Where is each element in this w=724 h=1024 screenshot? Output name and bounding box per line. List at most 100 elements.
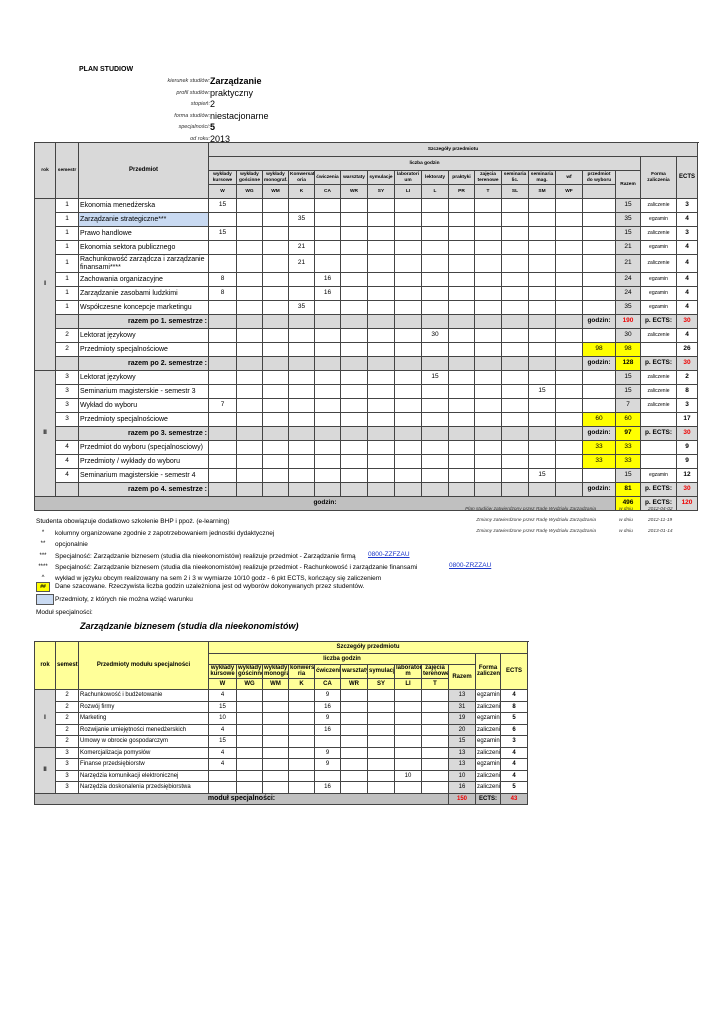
approval-text: Zmiany zatwierdzone przez Radę Wydziału … [476,518,596,523]
hours-cell: 15 [208,226,237,241]
hours-cell [262,468,289,483]
hours-cell [394,212,422,227]
hours-cell [288,454,315,469]
summary-sem [55,482,79,497]
summary-hours: 190 [615,314,641,329]
course-row: 1 Prawo handlowe 15 15 zaliczenie 3 [35,226,698,241]
summary-sem [55,426,79,441]
summary-label: razem po 4. semestrze : [78,482,209,497]
hours-cell [448,384,475,399]
hours-cell [340,398,368,413]
approval-text: Zmiany zatwierdzone przez Radę Wydziału … [476,529,596,534]
hours-cell [367,700,395,714]
forma-cell [640,454,677,469]
ects-cell: 5 [500,781,528,794]
hours-cell [421,412,449,427]
hours-cell [340,746,368,760]
summary-empty [528,426,556,441]
razem-cell: 35 [615,300,641,315]
summary-row: razem po 2. semestrze : godzin: 128 p. ECTS… [35,356,698,371]
hours-cell [236,468,263,483]
summary-empty [288,314,315,329]
hours-cell [208,342,237,357]
hours-cell [394,328,422,343]
hours-cell [555,412,583,427]
course-name: Finanse przedsiębiorstw [78,758,209,771]
header-razem: Razem [448,663,476,691]
hours-cell [528,328,556,343]
hours-cell [367,286,395,301]
hours-cell [314,412,341,427]
hours-cell [528,272,556,287]
hours-cell [501,468,529,483]
header-semestr: semestr [55,142,79,199]
summary-empty [474,426,502,441]
forma-cell: zaliczenie [475,781,501,794]
footnote-mark: * [41,530,45,536]
hours-cell [501,240,529,255]
hours-cell [340,272,368,287]
hours-cell [262,769,289,783]
summary-empty [448,314,475,329]
summary-empty [474,356,502,371]
hours-cell [208,454,237,469]
course-row: 4 Przedmiot do wyboru (specjalnosciowy) 33… [35,440,698,455]
hours-cell [288,746,315,760]
hours-cell [288,468,315,483]
summary-godzin-label: godzin: [582,482,616,497]
summary-sem [55,314,79,329]
hours-cell [421,454,449,469]
semester-cell: 3 [55,781,79,794]
ects-cell: 4 [676,272,698,287]
hours-cell [236,342,263,357]
summary-empty [236,356,263,371]
semester-cell: 2 [55,342,79,357]
course-name: Rozwój firmy [78,700,209,714]
hours-cell: 10 [394,769,422,783]
hours-cell [528,300,556,315]
summary-empty [288,482,315,497]
hours-cell [421,300,449,315]
hours-cell [394,254,422,273]
header-szczegoly: Szczegóły przedmiotu [208,641,528,654]
semester-cell: 3 [55,769,79,783]
code-sm: SM [528,184,556,199]
hours-cell: 98 [582,342,616,357]
summary-empty [314,356,341,371]
hours-cell [262,226,289,241]
hours-cell [394,440,422,455]
header-col-wm: wykłady monograf. [262,664,289,679]
hours-cell: 10 [208,712,237,725]
ects-cell: 4 [500,758,528,771]
hours-cell [288,758,315,771]
hours-cell [340,286,368,301]
ects-cell: 3 [500,735,528,748]
header-przedmiot: Przedmiot [78,142,209,199]
hours-cell [314,735,341,748]
course-row: 2 Rozwijanie umiejętności menedżerskich 4 1… [35,723,528,737]
footnote-mark: ^ [41,575,45,582]
semester-cell: 1 [55,226,79,241]
hours-cell [394,700,422,714]
summary-ects: 30 [676,482,698,497]
summary-empty [528,356,556,371]
hours-cell [262,700,289,714]
hours-cell [421,758,449,771]
hours-cell [448,342,475,357]
razem-cell: 24 [615,286,641,301]
course-code-link[interactable]: 0800-ZRZZAU [449,561,492,569]
course-code-link[interactable]: 0800-ZZFZAU [368,550,410,558]
semester-cell: 1 [55,254,79,273]
hours-cell [314,226,341,241]
total-ects-label: p. ECTS: [640,496,677,511]
course-row: 1 Zarządzanie zasobami ludzkimi 8 16 24 egzam… [35,286,698,301]
razem-cell: 15 [615,226,641,241]
hours-cell [474,398,502,413]
code-k: K [288,677,315,691]
info-label: kierunek studiów: [167,78,211,84]
hours-cell [288,440,315,455]
hours-cell [262,342,289,357]
hours-cell [448,398,475,413]
hours-cell: 8 [208,286,237,301]
code-wf: WF [555,184,583,199]
